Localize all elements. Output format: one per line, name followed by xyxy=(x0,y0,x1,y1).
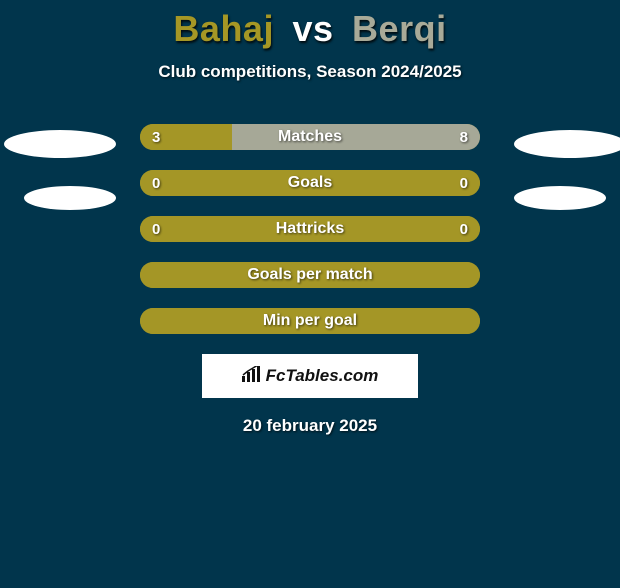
subtitle: Club competitions, Season 2024/2025 xyxy=(0,62,620,82)
stat-label: Hattricks xyxy=(140,216,480,242)
stat-row: 00Hattricks xyxy=(140,216,480,242)
logo-text: FcTables.com xyxy=(266,366,379,386)
decorative-ellipse xyxy=(514,186,606,210)
vs-text: vs xyxy=(292,8,333,49)
stat-label: Matches xyxy=(140,124,480,150)
stat-row: 38Matches xyxy=(140,124,480,150)
stat-label: Goals xyxy=(140,170,480,196)
stat-row: Goals per match xyxy=(140,262,480,288)
decorative-ellipse xyxy=(514,130,620,158)
player1-name: Bahaj xyxy=(173,8,274,49)
stat-row: Min per goal xyxy=(140,308,480,334)
comparison-bars: 38Matches 00Goals 00Hattricks Goals per mat… xyxy=(140,124,480,334)
page-title: Bahaj vs Berqi xyxy=(0,8,620,50)
logo-box[interactable]: FcTables.com xyxy=(202,354,418,398)
decorative-ellipse xyxy=(4,130,116,158)
player2-name: Berqi xyxy=(352,8,447,49)
stat-row: 00Goals xyxy=(140,170,480,196)
stat-label: Min per goal xyxy=(140,308,480,334)
chart-icon xyxy=(242,366,262,387)
decorative-ellipse xyxy=(24,186,116,210)
date-text: 20 february 2025 xyxy=(0,416,620,436)
stat-label: Goals per match xyxy=(140,262,480,288)
